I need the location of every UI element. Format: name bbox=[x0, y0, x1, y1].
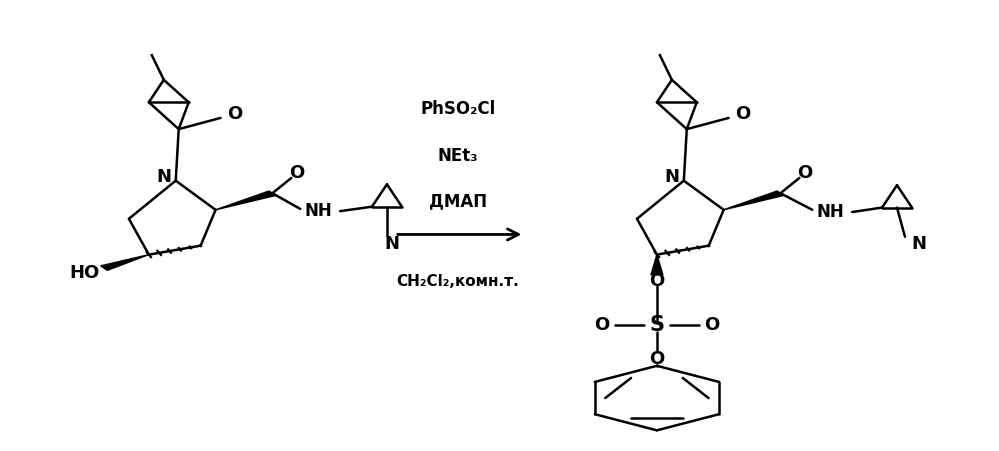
Text: O: O bbox=[797, 164, 812, 182]
Polygon shape bbox=[723, 191, 783, 210]
Text: O: O bbox=[227, 106, 242, 123]
Text: NH: NH bbox=[816, 203, 844, 221]
Text: PhSO₂Cl: PhSO₂Cl bbox=[420, 100, 496, 118]
Text: S: S bbox=[649, 315, 664, 335]
Text: ДМАП: ДМАП bbox=[429, 192, 487, 210]
Text: O: O bbox=[704, 316, 719, 334]
Text: O: O bbox=[594, 316, 609, 334]
Polygon shape bbox=[216, 191, 276, 210]
Text: CH₂Cl₂,комн.т.: CH₂Cl₂,комн.т. bbox=[397, 274, 519, 289]
Text: HO: HO bbox=[69, 264, 99, 282]
Text: O: O bbox=[289, 164, 304, 182]
Text: N: N bbox=[156, 168, 171, 186]
Text: N: N bbox=[911, 235, 926, 253]
Text: O: O bbox=[649, 272, 664, 290]
Text: O: O bbox=[649, 350, 664, 368]
Polygon shape bbox=[651, 255, 663, 275]
Text: N: N bbox=[385, 235, 400, 253]
Text: NEt₃: NEt₃ bbox=[438, 147, 478, 165]
Polygon shape bbox=[101, 255, 149, 270]
Text: N: N bbox=[664, 168, 679, 186]
Text: O: O bbox=[735, 106, 750, 123]
Text: NH: NH bbox=[305, 202, 332, 220]
